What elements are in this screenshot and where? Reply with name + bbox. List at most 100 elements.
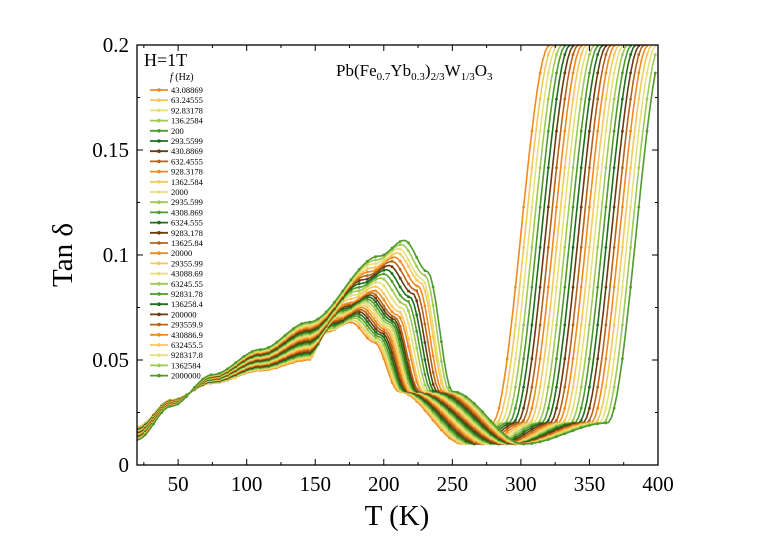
legend-label: 2000: [171, 187, 188, 197]
series-point: [390, 317, 394, 320]
series-point: [579, 166, 583, 170]
series-point: [514, 440, 517, 444]
series-point: [563, 432, 567, 436]
series-point: [645, 53, 649, 56]
series-point: [382, 339, 386, 343]
series-point: [514, 429, 517, 433]
legend-label: 13625.84: [171, 238, 204, 248]
series-point: [357, 289, 361, 293]
series-point: [497, 423, 501, 426]
series-point: [588, 246, 591, 249]
series-point: [365, 312, 369, 316]
x-tick-label: 50: [168, 472, 189, 496]
series-point: [646, 36, 649, 39]
series-point: [374, 312, 377, 315]
series-point: [621, 246, 624, 249]
series-point: [489, 419, 493, 423]
legend-label: 29355.99: [171, 258, 203, 268]
legend-item: 632455.5: [150, 340, 203, 350]
series-point: [505, 433, 509, 436]
title-part: Yb: [390, 61, 411, 80]
series-point: [423, 304, 427, 308]
series-point: [572, 1, 575, 4]
legend-label: 1362.584: [171, 177, 204, 187]
series-point: [604, 285, 608, 289]
series-point: [563, 71, 567, 75]
series-point: [390, 325, 394, 328]
series-point: [604, 419, 608, 422]
series-point: [522, 433, 525, 437]
series-point: [571, 246, 575, 249]
series-point: [481, 410, 484, 414]
series-point: [604, 385, 608, 389]
series-point: [629, 205, 632, 209]
series-point: [629, 246, 632, 249]
series-point: [522, 323, 525, 327]
legend-item: 6324.555: [150, 218, 203, 228]
series-point: [365, 300, 369, 303]
series-point: [398, 306, 402, 309]
series-point: [604, 323, 608, 327]
series-point: [374, 327, 377, 331]
series-point: [514, 285, 517, 289]
series-point: [572, 36, 575, 39]
y-axis-label: Tan δ: [47, 223, 79, 287]
series-point: [398, 324, 402, 328]
legend-item: 92.83178: [150, 105, 203, 115]
legend-swatch-marker: [157, 292, 161, 296]
legend-swatch-marker: [157, 200, 161, 204]
series-point: [522, 246, 525, 249]
series-point: [357, 292, 361, 295]
series-point: [357, 326, 361, 330]
series-point: [637, 97, 641, 101]
series-point: [588, 285, 591, 289]
series-point: [588, 419, 591, 422]
series-point: [390, 272, 394, 275]
x-tick-label: 150: [299, 472, 331, 496]
series-point: [415, 256, 419, 259]
series-point: [596, 97, 600, 101]
series-point: [621, 285, 624, 289]
series-point: [497, 406, 501, 410]
series-point: [596, 36, 599, 39]
legend-item: 2000000: [150, 371, 201, 381]
series-point: [365, 327, 369, 331]
series-point: [612, 97, 616, 101]
series-point: [571, 205, 575, 209]
series-point: [316, 317, 320, 321]
series-point: [431, 354, 435, 358]
series-point: [546, 323, 550, 327]
series-point: [522, 406, 525, 410]
series-point: [374, 289, 377, 293]
series-point: [538, 419, 542, 422]
series-point: [530, 385, 534, 389]
series-point: [341, 304, 345, 307]
series-point: [563, 166, 567, 170]
series-point: [398, 259, 402, 263]
series-point: [505, 357, 509, 361]
series-point: [514, 323, 517, 327]
series-point: [365, 259, 369, 263]
series-point: [596, 53, 600, 56]
series-point: [382, 322, 386, 326]
series-point: [431, 324, 435, 328]
series-point: [390, 256, 394, 259]
series-point: [415, 362, 419, 365]
series-point: [563, 357, 567, 361]
series-point: [530, 442, 534, 445]
series-point: [382, 253, 386, 257]
series-point: [546, 438, 550, 441]
series-point: [604, 246, 608, 249]
y-tick-label: 0.2: [103, 33, 129, 57]
legend-swatch-marker: [157, 322, 161, 327]
series-point: [588, 166, 591, 170]
series-point: [538, 166, 542, 170]
series-point: [357, 282, 361, 286]
series-point: [390, 310, 394, 314]
series-point: [201, 377, 205, 381]
legend-label: 92831.78: [171, 289, 203, 299]
series-point: [464, 395, 468, 398]
series-point: [571, 323, 575, 327]
series-point: [407, 359, 410, 362]
series-point: [571, 385, 575, 389]
